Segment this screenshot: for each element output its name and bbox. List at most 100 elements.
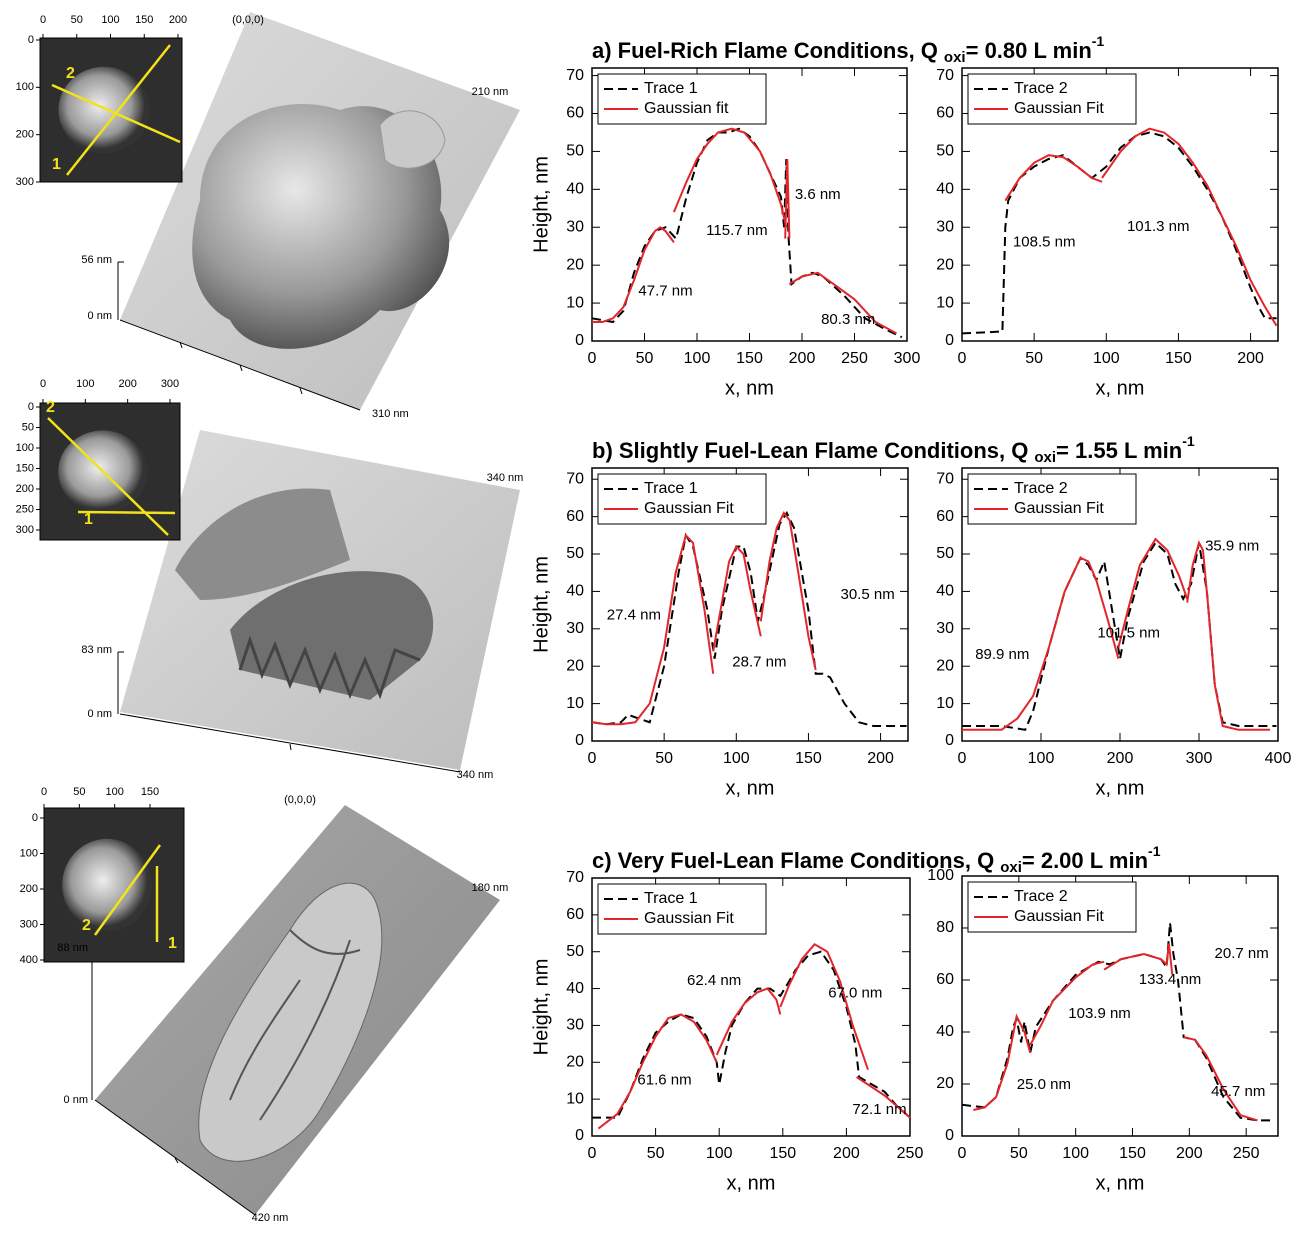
annotation: 62.4 nm xyxy=(687,972,741,989)
title-part: = 1.55 L min xyxy=(1056,438,1182,463)
inset-y-tick-label: 0 xyxy=(32,812,38,824)
x-tick-label: 50 xyxy=(1025,350,1043,367)
title-part: a) Fuel-Rich Flame Conditions, Q xyxy=(592,38,938,63)
fit-line xyxy=(788,271,897,335)
plot-frame xyxy=(961,875,1279,1137)
render-label: 0 nm xyxy=(88,708,112,720)
y-tick-label: 30 xyxy=(566,218,584,235)
x-tick-label: 250 xyxy=(1233,1145,1260,1162)
y-tick-label: 0 xyxy=(575,332,584,349)
y-tick-label: 30 xyxy=(936,218,954,235)
x-tick-label: 150 xyxy=(1119,1145,1146,1162)
y-tick-label: 40 xyxy=(566,583,584,600)
annotation: 61.6 nm xyxy=(637,1072,691,1089)
afm-frame xyxy=(39,402,181,541)
inset-y-tick-label: 250 xyxy=(16,503,34,515)
x-tick-label: 150 xyxy=(795,750,822,767)
title-part: oxi xyxy=(1034,449,1056,466)
x-tick-label: 0 xyxy=(958,1145,967,1162)
y-tick-label: 20 xyxy=(936,256,954,273)
y-tick-label: 50 xyxy=(566,143,584,160)
annotation: 28.7 nm xyxy=(732,653,786,670)
inset-y-tick-label: 150 xyxy=(16,462,34,474)
y-tick-label: 50 xyxy=(566,943,584,960)
inset-x-tick-label: 0 xyxy=(40,14,46,26)
x-tick-label: 200 xyxy=(1176,1145,1203,1162)
y-tick-label: 60 xyxy=(566,906,584,923)
trace-line xyxy=(47,417,169,536)
inset-y-tick-label: 100 xyxy=(16,442,34,454)
inset-x-tick-label: 200 xyxy=(169,14,187,26)
x-tick-label: 200 xyxy=(1107,750,1134,767)
y-tick-label: 10 xyxy=(566,294,584,311)
y-tick-label: 70 xyxy=(936,67,954,84)
legend-label: Trace 1 xyxy=(644,80,698,97)
annotation: 72.1 nm xyxy=(852,1101,906,1118)
y-tick-label: 50 xyxy=(936,143,954,160)
title-part: b) Slightly Fuel-Lean Flame Conditions, … xyxy=(592,438,1028,463)
fit-line xyxy=(856,1076,911,1119)
title-part: oxi xyxy=(944,49,966,66)
render-label: 0 nm xyxy=(88,310,112,322)
title-part: = 0.80 L min xyxy=(966,38,1092,63)
x-tick-label: 150 xyxy=(736,350,763,367)
y-axis-label: Height, nm xyxy=(530,556,552,653)
annotation: 108.5 nm xyxy=(1013,233,1076,250)
y-axis-label: Height, nm xyxy=(530,156,552,253)
trace-label: 1 xyxy=(168,935,177,952)
x-axis-label: x, nm xyxy=(725,377,774,399)
x-tick-label: 100 xyxy=(706,1145,733,1162)
y-tick-label: 0 xyxy=(945,732,954,749)
render-2 xyxy=(117,430,520,773)
y-tick-label: 10 xyxy=(566,695,584,712)
inset-y-tick-label: 100 xyxy=(20,847,38,859)
x-axis-label: x, nm xyxy=(727,1172,776,1194)
fit-line xyxy=(1103,943,1174,975)
annotation: 27.4 nm xyxy=(607,607,661,624)
fit-line xyxy=(779,943,869,1071)
annotation: 25.0 nm xyxy=(1017,1076,1071,1093)
fit-line xyxy=(712,544,762,652)
fit-line xyxy=(973,1013,1032,1111)
x-tick-label: 0 xyxy=(588,350,597,367)
y-tick-label: 100 xyxy=(927,867,954,884)
x-tick-label: 100 xyxy=(684,350,711,367)
fit-line xyxy=(592,226,675,323)
legend-label: Gaussian fit xyxy=(644,100,729,117)
trace-line xyxy=(93,844,162,936)
fit-line xyxy=(1004,154,1103,202)
x-tick-label: 0 xyxy=(588,750,597,767)
y-tick-label: 70 xyxy=(566,470,584,487)
inset-y-tick-label: 100 xyxy=(16,81,34,93)
title-part: -1 xyxy=(1092,33,1105,49)
y-tick-label: 60 xyxy=(566,105,584,122)
render-label: 0 nm xyxy=(64,1094,88,1106)
legend-box xyxy=(967,73,1137,125)
render-3 xyxy=(91,805,500,1216)
inset-x-tick-label: 0 xyxy=(41,786,47,798)
y-tick-label: 0 xyxy=(575,1127,584,1144)
legend-label: Trace 2 xyxy=(1014,480,1068,497)
x-tick-label: 300 xyxy=(1186,750,1213,767)
legend-box xyxy=(597,883,767,935)
x-tick-label: 250 xyxy=(841,350,868,367)
y-tick-label: 40 xyxy=(936,181,954,198)
fit-line xyxy=(1183,1036,1258,1122)
inset-y-tick-label: 0 xyxy=(28,34,34,46)
legend-box xyxy=(597,73,767,125)
plot-frame xyxy=(961,67,1279,342)
inset-x-tick-label: 150 xyxy=(141,786,159,798)
fit-line xyxy=(1117,537,1189,648)
title-part: -1 xyxy=(1182,433,1195,449)
render-label: 56 nm xyxy=(81,254,112,266)
render-label: 210 nm xyxy=(472,86,509,98)
y-tick-label: 20 xyxy=(936,657,954,674)
render-label: 83 nm xyxy=(81,644,112,656)
trace-line xyxy=(77,510,176,515)
y-tick-label: 30 xyxy=(566,1017,584,1034)
trace-label: 1 xyxy=(52,156,61,173)
trace-line xyxy=(51,83,181,144)
annotation: 101.5 nm xyxy=(1097,625,1160,642)
x-tick-label: 150 xyxy=(769,1145,796,1162)
y-tick-label: 40 xyxy=(936,583,954,600)
